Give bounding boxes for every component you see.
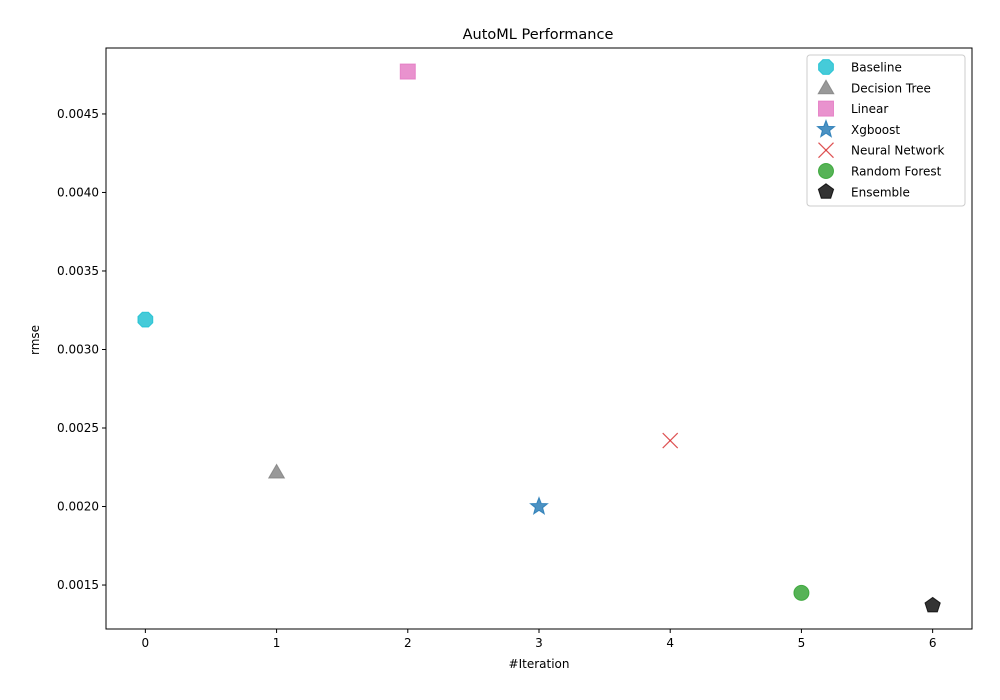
legend-label: Xgboost	[851, 123, 900, 137]
x-axis-label: #Iteration	[509, 657, 570, 671]
y-tick-label: 0.0020	[57, 500, 99, 514]
point-random-forest	[793, 584, 810, 601]
legend-marker-baseline	[818, 59, 834, 75]
x-axis: 0 1 2 3 4 5 6	[142, 629, 937, 650]
y-tick-label: 0.0040	[57, 185, 99, 199]
x-tick-label: 1	[273, 636, 281, 650]
point-decision-tree	[267, 463, 286, 479]
point-ensemble	[924, 596, 941, 613]
legend-marker-neural-network	[818, 142, 834, 159]
point-linear	[399, 63, 416, 80]
data-points	[137, 63, 941, 613]
legend-label: Neural Network	[851, 144, 945, 158]
x-tick-label: 3	[535, 636, 543, 650]
legend: Baseline Decision Tree Linear Xgboost Neural…	[806, 54, 966, 207]
point-xgboost	[529, 496, 549, 515]
x-tick-label: 6	[929, 636, 937, 650]
legend-marker-decision-tree	[817, 79, 835, 95]
y-tick-label: 0.0015	[57, 578, 99, 592]
legend-marker-linear	[818, 100, 834, 117]
y-tick-label: 0.0035	[57, 264, 99, 278]
chart-title: AutoML Performance	[463, 27, 614, 43]
x-tick-label: 5	[798, 636, 806, 650]
legend-label: Baseline	[851, 61, 902, 75]
legend-marker-xgboost	[816, 118, 836, 138]
legend-marker-random-forest	[818, 163, 834, 179]
legend-marker-ensemble	[817, 183, 835, 199]
legend-label: Linear	[851, 102, 888, 116]
x-tick-label: 0	[142, 636, 150, 650]
y-tick-label: 0.0030	[57, 342, 99, 356]
y-tick-label: 0.0045	[57, 107, 99, 121]
legend-label: Ensemble	[851, 185, 910, 199]
point-baseline	[137, 311, 154, 328]
y-axis-label: rmse	[28, 325, 42, 355]
x-tick-label: 2	[404, 636, 412, 650]
x-tick-label: 4	[666, 636, 674, 650]
legend-label: Random Forest	[851, 165, 942, 179]
legend-label: Decision Tree	[851, 81, 931, 95]
y-axis: 0.0015 0.0020 0.0025 0.0030 0.0035 0.0040 0.00…	[57, 107, 106, 592]
y-tick-label: 0.0025	[57, 421, 99, 435]
point-neural-network	[662, 432, 679, 449]
legend-box	[806, 54, 966, 207]
